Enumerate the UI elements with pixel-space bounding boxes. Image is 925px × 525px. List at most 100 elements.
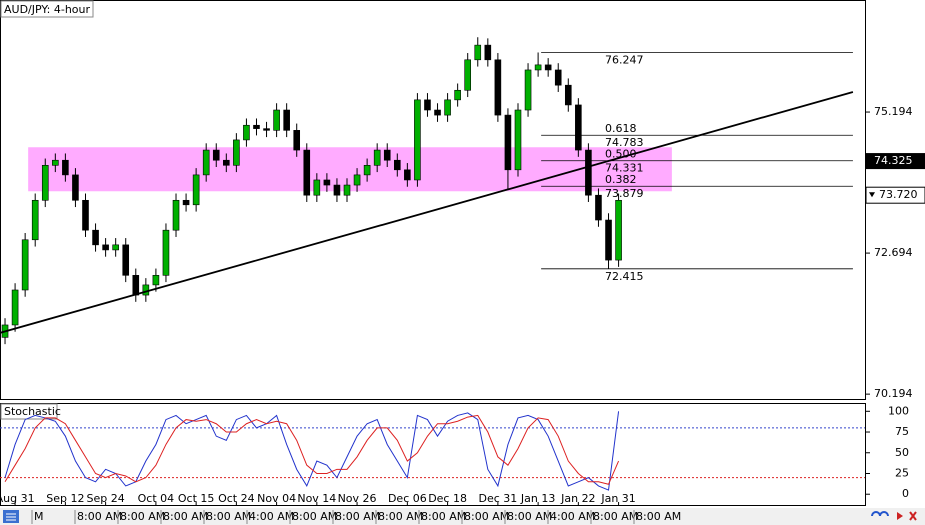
tabs: M 8:00 AM8:00 AM8:00 AM8:00 AM4:00 AM8:00… — [31, 510, 681, 524]
candle-body — [595, 194, 602, 221]
candle-body — [223, 159, 230, 166]
candle-body — [363, 165, 371, 176]
stoch-tick-label: 75 — [895, 425, 909, 438]
link-icon[interactable] — [871, 511, 889, 517]
candle-body — [253, 124, 260, 129]
last-arrow — [869, 192, 875, 198]
candle-body — [112, 244, 119, 251]
candle-body — [544, 64, 552, 71]
candle-body — [41, 165, 49, 201]
tab-label[interactable]: 4:00 AM — [249, 510, 294, 523]
indicator-box — [0, 403, 58, 420]
candle-body — [263, 128, 270, 131]
candle-body — [82, 199, 89, 231]
x-tick-label: Aug 31 — [0, 492, 35, 505]
candle-body — [293, 130, 301, 151]
tab-label[interactable]: 8:00 AM — [378, 510, 423, 523]
last-marker — [865, 186, 925, 204]
candle-body — [424, 99, 431, 111]
candle-body — [333, 184, 341, 196]
fib-value: 72.415 — [605, 270, 644, 283]
candle-body — [564, 84, 572, 106]
candle-body — [11, 289, 19, 326]
arrow-icon[interactable] — [897, 512, 903, 520]
candle-body — [283, 109, 290, 131]
candle-body — [172, 199, 180, 231]
tab-icon-lines — [6, 513, 16, 521]
tab-label[interactable]: 8:00 AM — [636, 510, 681, 523]
tab-label[interactable]: 8:00 AM — [593, 510, 638, 523]
fib-ratio: 0.500 — [605, 148, 637, 161]
y-tick-label: 70.194 — [874, 387, 913, 400]
bid-marker — [866, 153, 925, 170]
last-label: 73.720 — [879, 188, 918, 201]
title-box — [0, 0, 94, 18]
candle-body — [102, 244, 109, 251]
x-tick-label: Oct 24 — [218, 492, 255, 505]
candle-body — [343, 184, 351, 196]
stoch-line — [4, 411, 620, 491]
candle-body — [202, 149, 210, 176]
candle-body — [52, 159, 59, 166]
candle-body — [192, 174, 200, 206]
candle-body — [524, 69, 532, 111]
candle-body — [92, 229, 99, 246]
y-tick-label: 75.194 — [874, 105, 913, 118]
fib-value: 76.247 — [605, 54, 644, 67]
tab-label[interactable]: 4:00 AM — [550, 510, 595, 523]
tab-label[interactable]: 8:00 AM — [77, 510, 122, 523]
y-tick-label: 72.694 — [874, 246, 913, 259]
candle-body — [585, 149, 592, 196]
candle-body — [534, 64, 542, 71]
stoch-tick-label: 50 — [895, 446, 909, 459]
candle-body — [514, 109, 522, 171]
x-tick-label: Dec 06 — [388, 492, 427, 505]
bid-label: 74.325 — [874, 154, 913, 167]
candle-body — [454, 89, 461, 101]
tab-label[interactable]: 8:00 AM — [464, 510, 509, 523]
candle-body — [615, 199, 622, 261]
candle-body — [21, 239, 29, 291]
fib-value: 73.879 — [605, 187, 644, 200]
candle-body — [484, 44, 492, 61]
x-tick-label: Nov 26 — [338, 492, 377, 505]
candle-body — [182, 199, 190, 206]
x-tick-label: Oct 04 — [138, 492, 175, 505]
candle-body — [554, 69, 562, 86]
tab-label[interactable]: 8:00 AM — [421, 510, 466, 523]
x-tick-label: Sep 12 — [46, 492, 84, 505]
tab-label[interactable]: 8:00 AM — [507, 510, 552, 523]
fib-ratio: 0.382 — [605, 173, 637, 186]
candle-body — [474, 44, 482, 61]
candle-body — [434, 109, 441, 116]
tab-label[interactable]: 8:00 AM — [163, 510, 208, 523]
stoch-tick-label: 0 — [902, 487, 909, 500]
candle-body — [132, 275, 140, 296]
candle-body — [373, 149, 381, 166]
candle-body — [383, 149, 391, 161]
stoch-tick-label: 25 — [895, 466, 909, 479]
candle-body — [152, 275, 160, 286]
zone — [28, 147, 672, 192]
candle-body — [323, 179, 331, 186]
candle-body — [212, 149, 220, 161]
chart-title: AUD/JPY: 4-hour — [4, 3, 90, 16]
candle-body — [122, 244, 130, 276]
candle-body — [62, 159, 69, 176]
tab-label[interactable]: 8:00 AM — [120, 510, 165, 523]
tab-label[interactable]: M — [34, 510, 44, 523]
trendline — [0, 91, 854, 334]
close-icon[interactable] — [909, 511, 917, 521]
candle-body — [504, 114, 512, 171]
candle-body — [494, 59, 502, 116]
tab-label[interactable]: 8:00 AM — [206, 510, 251, 523]
candle-body — [404, 169, 411, 181]
candle-body — [243, 124, 250, 141]
x-tick-label: Dec 31 — [478, 492, 517, 505]
x-tick-label: Dec 18 — [428, 492, 467, 505]
candle-body — [393, 159, 401, 171]
tab-label[interactable]: 8:00 AM — [335, 510, 380, 523]
tab-label[interactable]: 8:00 AM — [292, 510, 337, 523]
